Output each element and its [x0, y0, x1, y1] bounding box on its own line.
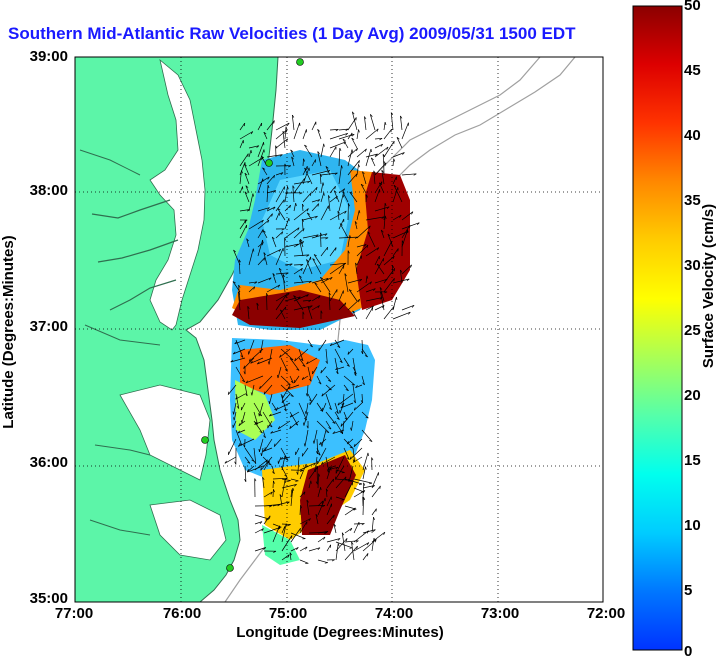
- radar-station-marker: [227, 565, 234, 572]
- velocity-arrow: [303, 159, 304, 166]
- velocity-arrowhead: [304, 178, 305, 181]
- velocity-arrowhead: [284, 200, 285, 203]
- velocity-arrowhead: [302, 453, 303, 456]
- velocity-arrowhead: [244, 123, 245, 126]
- velocity-arrowhead: [263, 240, 264, 243]
- velocity-arrowhead: [371, 149, 372, 152]
- velocity-arrowhead: [359, 484, 362, 485]
- velocity-arrowhead: [394, 268, 395, 271]
- velocity-arrowhead: [241, 420, 242, 423]
- velocity-arrowhead: [325, 563, 328, 564]
- velocity-arrowhead: [317, 467, 318, 470]
- velocity-arrowhead: [246, 220, 247, 223]
- velocity-arrowhead: [259, 413, 260, 416]
- velocity-arrowhead: [303, 423, 304, 426]
- velocity-arrowhead: [333, 479, 334, 482]
- velocity-arrowhead: [336, 248, 337, 251]
- velocity-arrow: [267, 293, 268, 310]
- radar-station-marker: [266, 160, 273, 167]
- velocity-arrowhead: [368, 453, 369, 456]
- velocity-arrow: [300, 505, 301, 515]
- velocity-arrowhead: [300, 528, 301, 531]
- colorbar: [633, 6, 682, 650]
- velocity-arrowhead: [352, 133, 353, 136]
- velocity-arrowhead: [376, 509, 377, 512]
- radar-station-marker: [297, 59, 304, 66]
- velocity-arrow: [366, 195, 367, 202]
- velocity-arrow: [321, 233, 322, 247]
- velocity-arrowhead: [251, 150, 252, 153]
- velocity-arrowhead: [324, 193, 325, 196]
- velocity-arrowhead: [342, 472, 345, 473]
- velocity-arrowhead: [248, 154, 249, 157]
- velocity-arrowhead: [398, 249, 399, 252]
- radar-station-marker: [202, 437, 209, 444]
- velocity-arrowhead: [259, 449, 260, 452]
